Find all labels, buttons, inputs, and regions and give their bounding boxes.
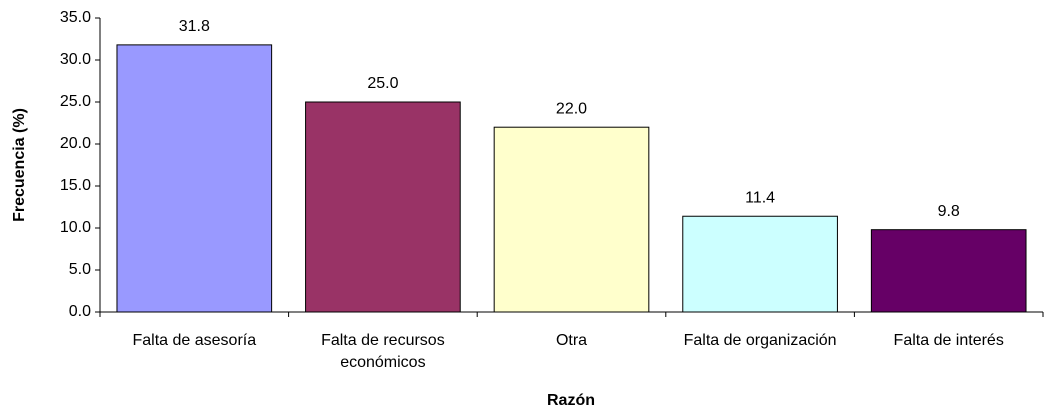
y-axis-label: Frecuencia (%)	[11, 108, 28, 222]
bar	[682, 215, 838, 313]
bar	[493, 126, 650, 313]
y-tick-label: 25.0	[60, 93, 91, 110]
y-tick-label: 0.0	[69, 303, 91, 320]
y-tick-label: 15.0	[60, 177, 91, 194]
x-tick-label: Falta de organización	[683, 332, 837, 349]
x-tick-label: Falta de asesoría	[132, 332, 257, 349]
value-label: 22.0	[556, 100, 587, 117]
x-axis-label: Razón	[547, 392, 595, 409]
x-tick-label: Falta de recursos económicos	[321, 332, 445, 371]
value-label: 31.8	[179, 18, 210, 35]
value-label: 11.4	[745, 189, 775, 206]
bar	[870, 229, 1027, 313]
y-tick-label: 35.0	[60, 9, 91, 26]
y-tick-label: 30.0	[60, 51, 91, 68]
x-tick-label: Falta de interés	[893, 332, 1004, 349]
bar	[305, 101, 461, 313]
x-tick-label: Otra	[555, 332, 588, 349]
value-label: 25.0	[367, 75, 398, 92]
y-tick-label: 20.0	[60, 135, 91, 152]
y-tick-label: 5.0	[69, 261, 91, 278]
bar	[116, 44, 273, 313]
value-label: 9.8	[938, 203, 960, 220]
y-tick-label: 10.0	[60, 219, 91, 236]
